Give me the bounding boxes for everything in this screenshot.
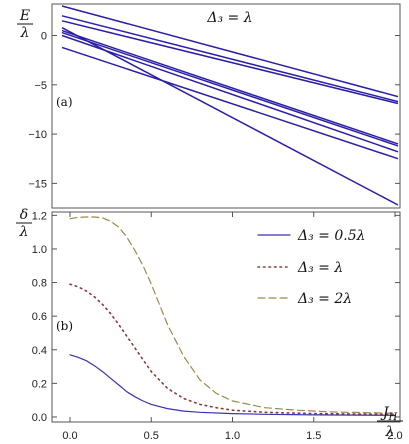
y-tick-label: 0.0: [32, 412, 47, 424]
panel-b-legend: Δ₃ = 0.5λ Δ₃ = λ Δ₃ = 2λ: [257, 228, 366, 307]
panel-a-ylabel-num: E: [19, 8, 30, 24]
panel-b-x-ticks: 0.0 0.5 1.0 1.5 2.0: [62, 212, 403, 442]
panel-b-y-ticks: 0.0 0.2 0.4 0.6 0.8 1.0 1.2: [32, 210, 400, 424]
panel-b-tag: (b): [56, 319, 73, 333]
x-tick-label: 0.0: [62, 430, 77, 442]
legend-label: Δ₃ = 0.5λ: [297, 228, 366, 244]
panel-b-xlabel-den: λ: [385, 424, 395, 440]
x-tick-label: 2.0: [387, 430, 402, 442]
panel-a-series-line: [61, 15, 399, 103]
y-tick-label: 0.4: [32, 345, 47, 357]
y-tick-label: −5: [34, 80, 47, 92]
y-tick-label: 1.2: [32, 210, 47, 222]
panel-a: 0 −5 −10 −15 E λ Δ₃ = λ (a): [17, 3, 401, 209]
panel-b-series-line: [69, 216, 396, 414]
panel-a-series-line: [61, 31, 399, 147]
x-tick-label: 1.5: [306, 430, 321, 442]
xlabel-main: J: [380, 405, 390, 421]
panel-b-ylabel-num: δ: [20, 207, 28, 223]
panel-a-series-line: [61, 20, 399, 105]
panel-a-lines: [61, 5, 399, 206]
panel-a-annotation: Δ₃ = λ: [206, 10, 252, 26]
x-tick-label: 0.5: [144, 430, 159, 442]
y-tick-label: 1.0: [32, 244, 47, 256]
y-tick-label: 0: [41, 31, 47, 43]
xlabel-subscript: H: [387, 412, 397, 423]
panel-a-y-ticks: 0 −5 −10 −15: [28, 31, 400, 190]
panel-b-series-line: [69, 354, 396, 416]
legend-label: Δ₃ = 2λ: [297, 291, 352, 307]
panel-a-frame: [51, 3, 401, 209]
y-tick-label: −10: [28, 129, 47, 141]
panel-b-frame: [51, 211, 401, 423]
panel-a-series-line: [61, 27, 399, 206]
legend-label: Δ₃ = λ: [297, 260, 343, 276]
panel-a-series-line: [61, 46, 399, 160]
x-tick-label: 1.0: [225, 430, 240, 442]
panel-a-series-line: [61, 29, 399, 145]
panel-b-ylabel-den: λ: [19, 224, 29, 240]
panel-b: 0.00.20.40.60.81.01.2 0.0 0.5 1.0 1.5 2.0 δ …: [16, 207, 403, 442]
panel-b-series-line: [69, 283, 396, 416]
y-tick-label: 0.8: [32, 278, 47, 290]
y-tick-label: −15: [28, 178, 47, 190]
panel-b-lines: [69, 216, 396, 416]
panel-a-ylabel-den: λ: [20, 25, 30, 41]
panel-a-tag: (a): [56, 95, 73, 109]
panel-a-series-line: [61, 34, 399, 153]
y-tick-label: 0.6: [32, 311, 47, 323]
panel-b-xlabel-num: JH: [380, 405, 398, 423]
panel-a-series-line: [61, 5, 399, 98]
y-tick-label: 0.2: [32, 378, 47, 390]
